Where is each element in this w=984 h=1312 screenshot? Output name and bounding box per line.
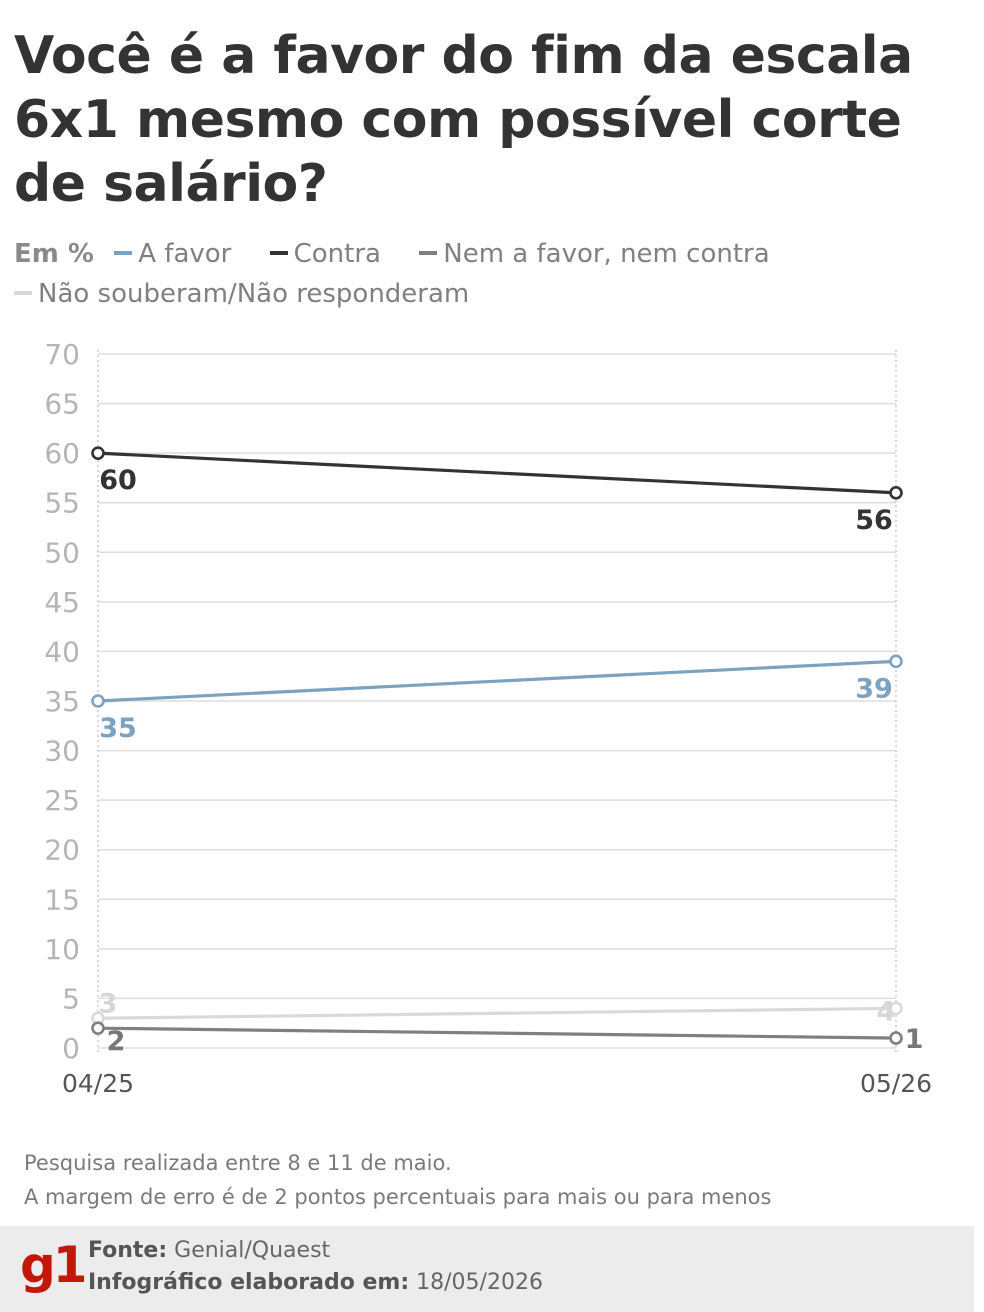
- legend-swatch-nao-souberam: [14, 290, 32, 295]
- legend-swatch-nem: [419, 250, 438, 255]
- series-1-point-0: [91, 694, 105, 708]
- x-tick-label-0: 04/25: [62, 1069, 134, 1098]
- legend-label-nao-souberam: Não souberam/Não responderam: [38, 279, 470, 309]
- x-tick-label-1: 05/26: [860, 1069, 932, 1098]
- series-0-line: [97, 451, 897, 495]
- series-2-point-1: [889, 1001, 903, 1016]
- y-tick-label-50: 50: [44, 536, 80, 569]
- y-tick-label-60: 60: [44, 437, 80, 470]
- y-tick-label-55: 55: [44, 487, 80, 520]
- y-tick-label-0: 0: [62, 1032, 80, 1065]
- g1-logo: g1: [20, 1236, 88, 1294]
- y-tick-label-20: 20: [44, 834, 80, 867]
- source-value: Genial/Quaest: [174, 1238, 331, 1263]
- legend-swatch-contra: [269, 250, 288, 255]
- series-0-point-0: [91, 446, 105, 460]
- y-tick-label-40: 40: [44, 635, 80, 668]
- date-label: Infográfico elaborado em:: [88, 1270, 410, 1295]
- note-survey-dates: Pesquisa realizada entre 8 e 11 de maio.: [24, 1151, 452, 1175]
- date-line: Infográfico elaborado em: 18/05/2026: [88, 1270, 543, 1295]
- source-line: Fonte: Genial/Quaest: [88, 1238, 330, 1263]
- legend-label-nem: Nem a favor, nem contra: [443, 239, 770, 269]
- unit-label: Em %: [14, 239, 94, 269]
- series-3-point-0: [91, 1021, 105, 1035]
- series-1-data-label-0: 35: [99, 713, 137, 744]
- y-tick-label-35: 35: [44, 685, 80, 718]
- series-0-point-1: [889, 486, 903, 500]
- series-3-data-label-0: 2: [107, 1026, 126, 1057]
- series-2-data-label-0: 3: [99, 988, 118, 1019]
- y-tick-label-15: 15: [44, 883, 80, 916]
- legend-label-contra: Contra: [293, 239, 381, 269]
- legend-item-nem: Nem a favor, nem contra: [419, 234, 770, 274]
- series-1-point-1: [889, 654, 903, 669]
- y-tick-label-10: 10: [44, 933, 80, 966]
- y-tick-label-65: 65: [44, 388, 80, 421]
- note-margin-of-error: A margem de erro é de 2 pontos percentua…: [24, 1185, 772, 1209]
- series-2-data-label-1: 4: [877, 996, 896, 1027]
- notes: Pesquisa realizada entre 8 e 11 de maio.…: [24, 1146, 964, 1214]
- y-tick-label-70: 70: [44, 338, 80, 371]
- footer: g1 Fonte: Genial/Quaest Infográfico elab…: [0, 1226, 974, 1312]
- series-2-line: [97, 1006, 897, 1020]
- legend-swatch-a-favor: [114, 250, 133, 255]
- chart-title: Você é a favor do fim da escala 6x1 mesm…: [14, 26, 913, 214]
- line-chart: 0 5 10 15 20 25 30 35 40 45 50 55 60 65 70 04/25 05/26 60…: [44, 338, 932, 1098]
- date-value: 18/05/2026: [416, 1270, 543, 1295]
- legend-label-a-favor: A favor: [138, 239, 232, 269]
- series-0-data-label-1: 56: [855, 505, 893, 536]
- legend-item-a-favor: A favor: [114, 234, 231, 274]
- y-tick-label-5: 5: [62, 982, 80, 1015]
- y-tick-label-30: 30: [44, 735, 80, 768]
- legend: Em % A favor Contra Nem a favor, nem con…: [14, 234, 914, 314]
- series-1-line: [97, 659, 897, 703]
- series-3-line: [97, 1026, 897, 1040]
- source-label: Fonte:: [88, 1238, 168, 1263]
- legend-item-nao-souberam: Não souberam/Não responderam: [14, 274, 469, 314]
- y-tick-label-25: 25: [44, 784, 80, 817]
- series-3-point-1: [889, 1031, 903, 1045]
- series-3-data-label-1: 1: [905, 1024, 924, 1055]
- y-tick-label-45: 45: [44, 586, 80, 619]
- legend-item-contra: Contra: [269, 234, 381, 274]
- series-1-data-label-1: 39: [855, 673, 893, 704]
- series-0-data-label-0: 60: [99, 465, 137, 496]
